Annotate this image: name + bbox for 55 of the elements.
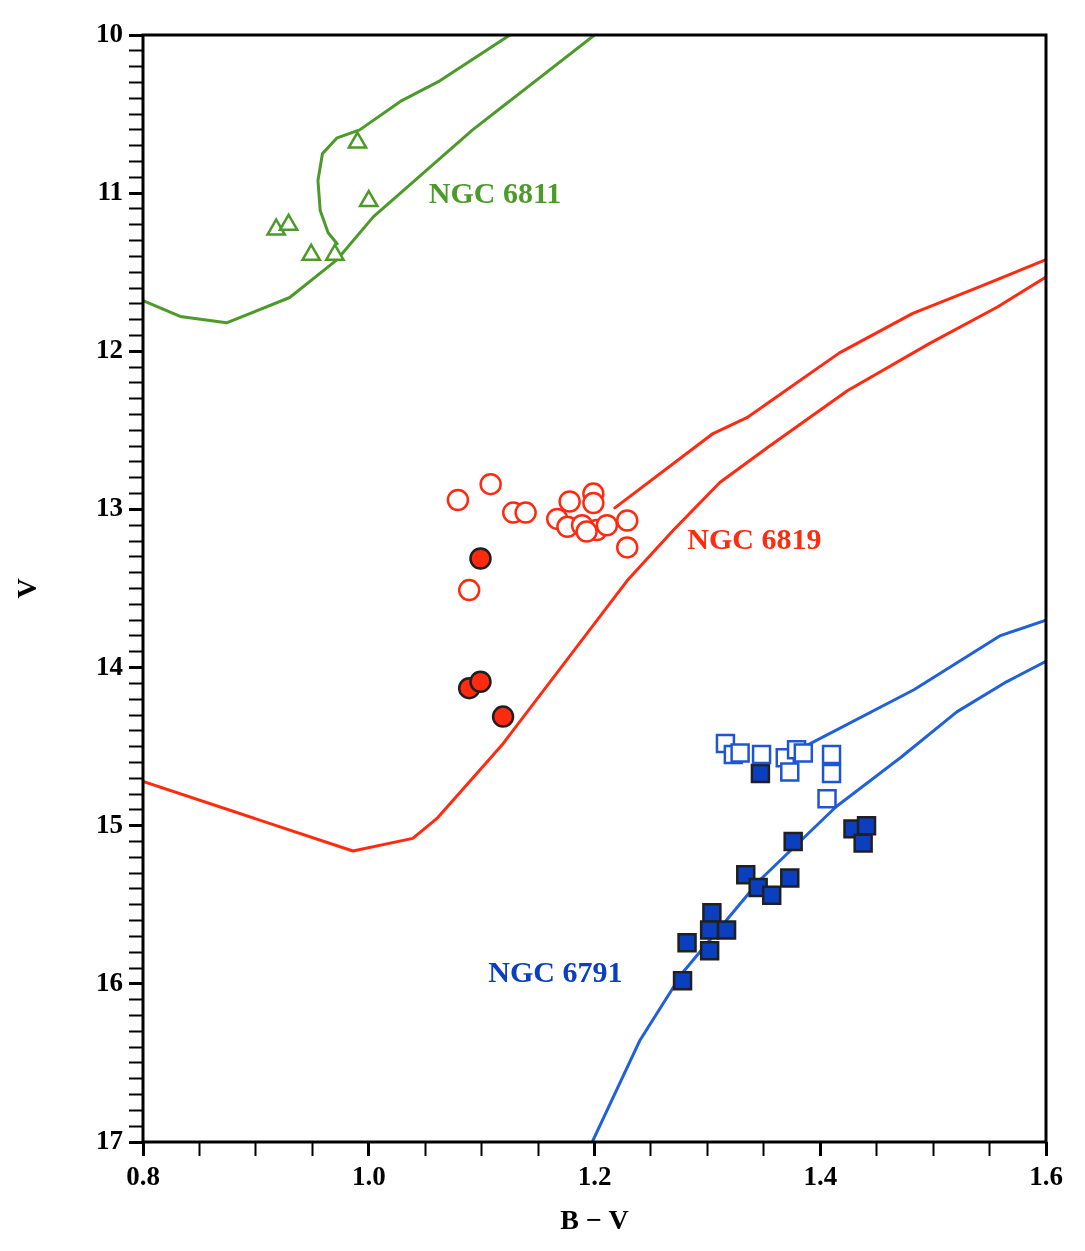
point [278, 213, 299, 232]
y-tick-label: 12 [96, 334, 123, 365]
point [615, 509, 639, 532]
point [469, 547, 492, 570]
point [266, 218, 287, 236]
point [793, 743, 814, 763]
point [615, 536, 639, 559]
point [853, 833, 873, 853]
y-tick-label: 11 [97, 176, 123, 207]
point [750, 763, 771, 784]
point [514, 501, 537, 524]
point [575, 520, 598, 543]
point [817, 789, 837, 809]
point [672, 970, 693, 991]
point [821, 763, 842, 784]
point [582, 491, 605, 515]
point [457, 578, 481, 602]
point [780, 868, 800, 888]
point [558, 490, 581, 513]
point [491, 705, 515, 728]
point [479, 472, 502, 496]
point [730, 743, 750, 763]
y-axis-title: V [11, 578, 43, 599]
point [716, 920, 737, 940]
x-tick-label: 1.0 [351, 1161, 386, 1192]
point [324, 243, 345, 262]
y-tick-label: 16 [96, 966, 123, 997]
x-tick-label: 1.6 [1029, 1161, 1063, 1192]
point [469, 670, 492, 694]
y-tick-label: 17 [96, 1124, 123, 1155]
x-tick-label: 1.4 [803, 1161, 838, 1192]
y-tick-label: 10 [96, 17, 123, 48]
series-label: NGC 6791 [488, 955, 623, 989]
series-label: NGC 6819 [687, 522, 822, 556]
y-tick-label: 15 [96, 808, 123, 839]
point [699, 920, 720, 940]
point [677, 933, 697, 953]
x-axis-title: B − V [560, 1204, 629, 1236]
point [699, 940, 720, 961]
point [347, 131, 368, 149]
point [780, 762, 800, 782]
x-tick-label: 0.8 [126, 1161, 160, 1192]
point [821, 744, 842, 765]
point [358, 189, 379, 208]
series-label: NGC 6811 [428, 175, 562, 209]
x-tick-label: 1.2 [577, 1161, 612, 1192]
point [702, 902, 722, 923]
point [446, 488, 470, 512]
y-tick-label: 14 [96, 650, 123, 681]
point [761, 885, 782, 906]
point [595, 513, 619, 537]
point [783, 831, 803, 852]
point [301, 243, 322, 262]
point [751, 744, 772, 765]
y-tick-label: 13 [96, 492, 123, 523]
